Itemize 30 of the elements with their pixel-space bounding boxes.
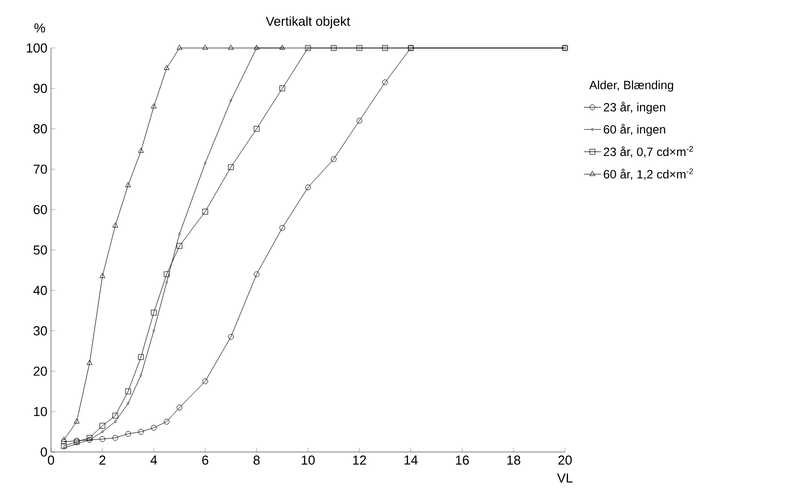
y-tick-label: 20 xyxy=(34,366,47,376)
x-axis-title: VL xyxy=(557,474,573,482)
y-tick-label: 90 xyxy=(34,84,47,93)
y-tick-label: 0 xyxy=(40,447,47,457)
x-tick-label: 6 xyxy=(202,456,208,465)
legend-title: Alder, Blænding xyxy=(589,80,674,92)
y-tick-label: 100 xyxy=(26,43,47,53)
x-tick-label: 4 xyxy=(150,456,158,464)
y-tick-label: 60 xyxy=(34,204,47,214)
legend-label: 60 år, 1,2 cd×m$^{-2}$ xyxy=(604,168,693,180)
y-axis-title: % xyxy=(34,23,46,32)
x-tick-label: 12 xyxy=(353,456,366,465)
y-tick-label: 30 xyxy=(34,326,47,336)
legend-label: 23 år, ingen xyxy=(604,102,666,114)
y-tick-label: 10 xyxy=(34,406,47,416)
x-tick-label: 10 xyxy=(302,456,315,465)
x-tick-label: 8 xyxy=(254,456,260,465)
x-tick-label: 2 xyxy=(99,456,106,465)
x-tick-label: 14 xyxy=(404,456,418,464)
y-tick-label: 70 xyxy=(34,164,47,174)
x-tick-label: 18 xyxy=(507,456,520,465)
x-tick-label: 20 xyxy=(558,456,572,465)
chart-title: Vertikalt objekt xyxy=(266,16,350,28)
y-tick-label: 40 xyxy=(33,286,47,295)
legend-label: 60 år, ingen xyxy=(604,124,666,136)
y-tick-label: 50 xyxy=(34,245,47,255)
y-tick-label: 80 xyxy=(34,124,47,134)
legend-label: 23 år, 0,7 cd×m$^{-2}$ xyxy=(604,146,693,158)
x-tick-label: 16 xyxy=(456,456,469,465)
x-tick-label: 0 xyxy=(48,456,54,465)
